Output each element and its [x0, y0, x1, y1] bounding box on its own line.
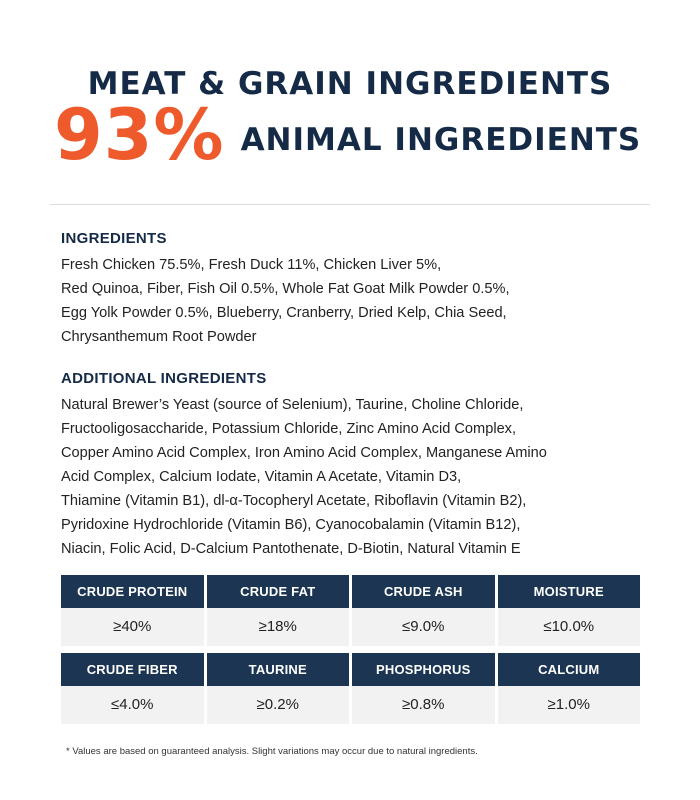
additional-line: Acid Complex, Calcium Iodate, Vitamin A … [61, 469, 462, 485]
ingredients-line: Red Quinoa, Fiber, Fish Oil 0.5%, Whole … [61, 281, 510, 297]
table-value-taurine: ≥0.2% [206, 686, 349, 724]
table-header-taurine: TAURINE [206, 653, 349, 686]
table-value-crude-fiber: ≤4.0% [61, 686, 204, 724]
table-value-crude-protein: ≥40% [61, 608, 204, 646]
additional-ingredients-text: Natural Brewer’s Yeast (source of Seleni… [61, 393, 651, 561]
guaranteed-analysis-table-row-1: CRUDE PROTEIN CRUDE FAT CRUDE ASH MOISTU… [61, 575, 640, 646]
additional-line: Pyridoxine Hydrochloride (Vitamin B6), C… [61, 517, 521, 533]
additional-line: Natural Brewer’s Yeast (source of Seleni… [61, 397, 524, 413]
ingredients-line: Chrysanthemum Root Powder [61, 329, 257, 345]
table-value-crude-fat: ≥18% [206, 608, 349, 646]
additional-ingredients-section: ADDITIONAL INGREDIENTS Natural Brewer’s … [61, 370, 651, 561]
additional-line: Copper Amino Acid Complex, Iron Amino Ac… [61, 445, 547, 461]
table-header-moisture: MOISTURE [497, 575, 640, 608]
ingredients-line: Fresh Chicken 75.5%, Fresh Duck 11%, Chi… [61, 257, 442, 273]
table-header-crude-fiber: CRUDE FIBER [61, 653, 204, 686]
additional-line: Niacin, Folic Acid, D-Calcium Pantothena… [61, 541, 521, 557]
animal-percent-label: ANIMAL INGREDIENTS [240, 122, 642, 158]
additional-line: Thiamine (Vitamin B1), dl-α-Tocopheryl A… [61, 493, 527, 509]
footnote: * Values are based on guaranteed analysi… [66, 746, 478, 757]
table-header-crude-fat: CRUDE FAT [206, 575, 349, 608]
table-value-calcium: ≥1.0% [497, 686, 640, 724]
divider [50, 204, 650, 205]
ingredients-text: Fresh Chicken 75.5%, Fresh Duck 11%, Chi… [61, 253, 651, 349]
table-header-calcium: CALCIUM [497, 653, 640, 686]
additional-ingredients-heading: ADDITIONAL INGREDIENTS [61, 370, 267, 387]
table-value-phosphorus: ≥0.8% [352, 686, 495, 724]
table-header-crude-ash: CRUDE ASH [352, 575, 495, 608]
page-title: MEAT & GRAIN INGREDIENTS [87, 66, 613, 102]
additional-line: Fructooligosaccharide, Potassium Chlorid… [61, 421, 517, 437]
ingredients-section: INGREDIENTS Fresh Chicken 75.5%, Fresh D… [61, 230, 651, 349]
table-header-crude-protein: CRUDE PROTEIN [61, 575, 204, 608]
ingredients-line: Egg Yolk Powder 0.5%, Blueberry, Cranber… [61, 305, 507, 321]
table-value-moisture: ≤10.0% [497, 608, 640, 646]
table-header-phosphorus: PHOSPHORUS [352, 653, 495, 686]
guaranteed-analysis-table-row-2: CRUDE FIBER TAURINE PHOSPHORUS CALCIUM ≤… [61, 653, 640, 724]
animal-ingredient-highlight: 93% ANIMAL INGREDIENTS [54, 100, 641, 170]
animal-percent: 93% [54, 94, 225, 176]
table-value-crude-ash: ≤9.0% [352, 608, 495, 646]
ingredients-heading: INGREDIENTS [61, 230, 167, 247]
